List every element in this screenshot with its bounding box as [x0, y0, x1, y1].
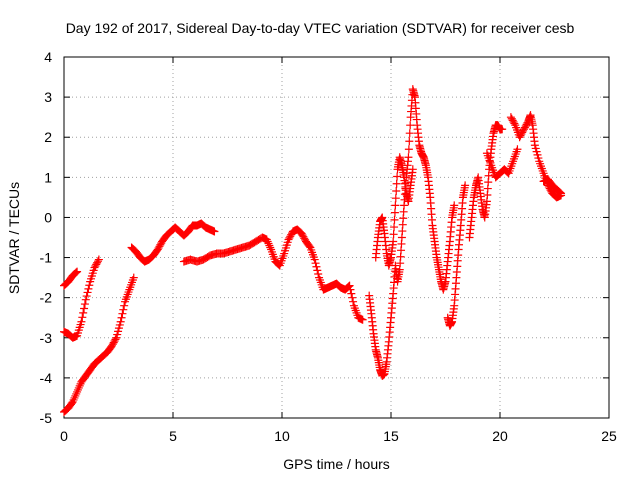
plot-frame: [63, 56, 610, 419]
x-tick-label: 20: [492, 428, 508, 444]
data-point: [513, 145, 522, 154]
data-point: [557, 189, 566, 198]
data-point: [118, 309, 127, 318]
data-point: [555, 187, 564, 196]
y-tick-label: -3: [40, 330, 53, 346]
data-point: [117, 313, 126, 322]
y-tick-label: -4: [40, 370, 53, 386]
data-point: [71, 269, 80, 278]
data-point: [81, 295, 90, 304]
data-point: [461, 181, 470, 190]
data-point: [311, 259, 320, 268]
data-point: [73, 385, 82, 394]
data-point: [73, 267, 82, 276]
data-point: [94, 257, 103, 266]
data-point: [266, 243, 275, 252]
data-point: [210, 227, 219, 236]
data-point: [389, 237, 398, 246]
data-point: [85, 281, 94, 290]
data-point: [263, 237, 272, 246]
data-point: [129, 273, 138, 282]
data-point: [75, 381, 84, 390]
data-point: [349, 297, 358, 306]
data-point: [390, 223, 399, 232]
x-tick-label: 25: [601, 428, 617, 444]
data-point: [405, 129, 414, 138]
data-point: [392, 186, 401, 195]
data-point: [74, 383, 83, 392]
data-point: [393, 172, 402, 181]
data-point: [116, 317, 125, 326]
y-tick-label: 3: [44, 89, 52, 105]
data-point: [347, 289, 356, 298]
data-point: [70, 393, 79, 402]
x-axis-label: GPS time / hours: [283, 456, 390, 472]
data-point: [312, 262, 321, 271]
data-point: [305, 242, 314, 251]
y-tick-label: 0: [44, 209, 52, 225]
data-point: [404, 153, 413, 162]
data-point: [389, 230, 398, 239]
data-point: [264, 239, 273, 248]
grid-lines: [64, 57, 609, 418]
data-point: [71, 391, 80, 400]
y-tick-label: -1: [40, 250, 53, 266]
data-point: [72, 389, 81, 398]
data-point: [314, 270, 323, 279]
data-point: [73, 387, 82, 396]
data-point: [68, 397, 77, 406]
data-point: [450, 201, 459, 210]
data-point: [80, 300, 89, 309]
chart-title: Day 192 of 2017, Sidereal Day-to-day VTE…: [65, 20, 575, 36]
data-point: [391, 194, 400, 203]
data-point: [262, 235, 271, 244]
y-tick-label: 4: [44, 49, 52, 65]
data-point: [498, 125, 507, 134]
data-point: [390, 215, 399, 224]
y-tick-label: 2: [44, 129, 52, 145]
x-tick-label: 5: [169, 428, 177, 444]
data-point: [119, 305, 128, 314]
y-tick-label: 1: [44, 169, 52, 185]
data-point: [390, 208, 399, 217]
data-point: [83, 288, 92, 297]
data-point: [79, 308, 88, 317]
x-tick-label: 15: [383, 428, 399, 444]
data-point: [391, 201, 400, 210]
data-point: [111, 335, 120, 344]
data-point: [265, 241, 274, 250]
x-tick-label: 10: [274, 428, 290, 444]
data-point: [274, 260, 283, 269]
data-point: [72, 268, 81, 277]
axis-ticks: 0 5 10 15 20 25 -5 -4 -3 -2 -1 0 1 2 3 4: [40, 49, 617, 444]
data-point: [120, 301, 129, 310]
data-point: [78, 313, 87, 322]
data-point: [69, 395, 78, 404]
y-axis-label: SDTVAR / TECUs: [6, 181, 22, 295]
data-point: [405, 137, 414, 146]
y-tick-label: -2: [40, 290, 53, 306]
data-point: [94, 255, 103, 264]
data-points: [60, 85, 566, 416]
data-point: [406, 121, 415, 130]
data-point: [392, 179, 401, 188]
data-point: [345, 281, 354, 290]
data-point: [404, 145, 413, 154]
y-tick-label: -5: [40, 410, 53, 426]
data-point: [313, 266, 322, 275]
data-point: [503, 168, 512, 177]
data-point: [408, 165, 417, 174]
data-point: [556, 188, 565, 197]
data-point: [510, 119, 519, 128]
data-point: [348, 293, 357, 302]
data-point: [84, 284, 93, 293]
data-point: [346, 285, 355, 294]
data-point: [358, 315, 367, 324]
x-tick-label: 0: [60, 428, 68, 444]
data-point: [77, 317, 86, 326]
data-point: [310, 255, 319, 264]
data-point: [82, 292, 91, 301]
data-point: [80, 304, 89, 313]
